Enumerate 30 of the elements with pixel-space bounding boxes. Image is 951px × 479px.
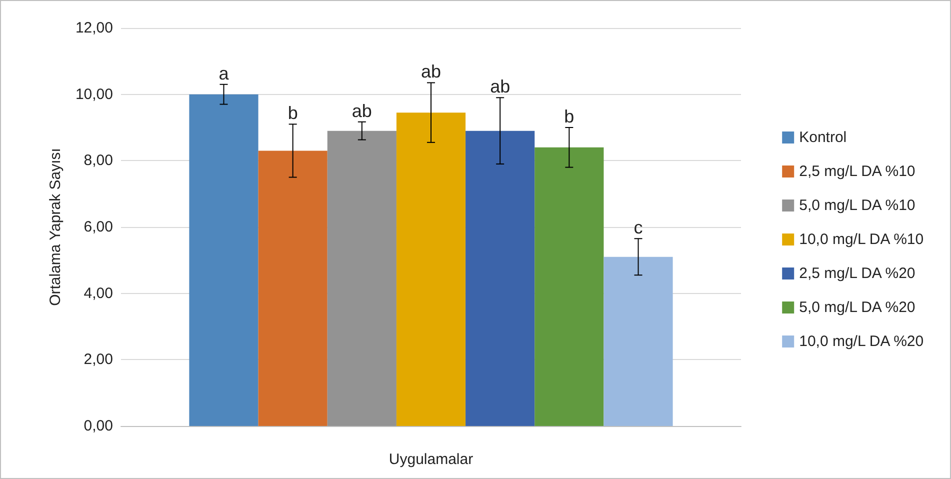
bar [604, 256, 673, 426]
y-axis-title: Ortalama Yaprak Sayısı [47, 148, 64, 306]
legend-label: 10,0 mg/L DA %10 [799, 231, 924, 248]
legend-label: 5,0 mg/L DA %10 [799, 197, 916, 214]
bar [534, 147, 604, 426]
bar [258, 150, 328, 426]
bar [327, 130, 396, 426]
y-tick-label: 12,00 [75, 20, 113, 36]
y-tick-label: 10,00 [75, 86, 113, 103]
y-tick-label: 0,00 [84, 418, 113, 434]
legend-label: Kontrol [799, 129, 847, 146]
bar [189, 94, 258, 426]
data-label: b [288, 103, 298, 124]
data-label: b [564, 106, 574, 126]
y-tick-label: 6,00 [84, 218, 113, 236]
y-tick-label: 2,00 [84, 351, 113, 368]
y-tick-label: 8,00 [84, 152, 113, 170]
legend-label: 2,5 mg/L DA %20 [799, 265, 916, 282]
bar [466, 130, 535, 426]
legend-label: 10,0 mg/L DA %20 [799, 333, 924, 350]
data-label: ab [420, 62, 442, 82]
data-label: a [218, 63, 230, 84]
data-label: c [634, 218, 643, 238]
x-axis-title: Uygulamalar [388, 451, 474, 468]
y-tick-label: 4,00 [84, 284, 113, 302]
legend-label: 5,0 mg/L DA %20 [799, 299, 916, 316]
legend-label: 2,5 mg/L DA %10 [799, 163, 916, 180]
data-label: ab [490, 76, 510, 97]
bar [396, 112, 466, 426]
data-label: ab [352, 100, 372, 121]
